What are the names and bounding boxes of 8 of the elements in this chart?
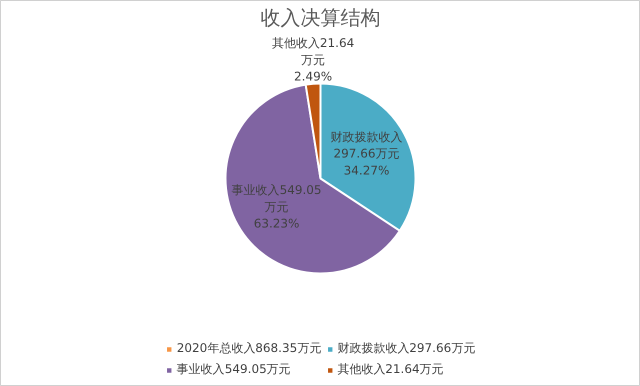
legend-label: 其他收入21.64万元	[337, 361, 444, 378]
legend-label: 事业收入549.05万元	[176, 361, 291, 378]
data-label: 事业收入549.05 万元 63.23%	[232, 182, 322, 231]
legend-label: 2020年总收入868.35万元	[176, 340, 322, 357]
legend-label: 财政拨款收入297.66万元	[337, 340, 476, 357]
chart-title: 收入决算结构	[260, 6, 380, 30]
data-label: 财政拨款收入 297.66万元 34.27%	[330, 130, 403, 178]
data-label: 其他收入21.64 万元 2.49%	[272, 36, 354, 84]
